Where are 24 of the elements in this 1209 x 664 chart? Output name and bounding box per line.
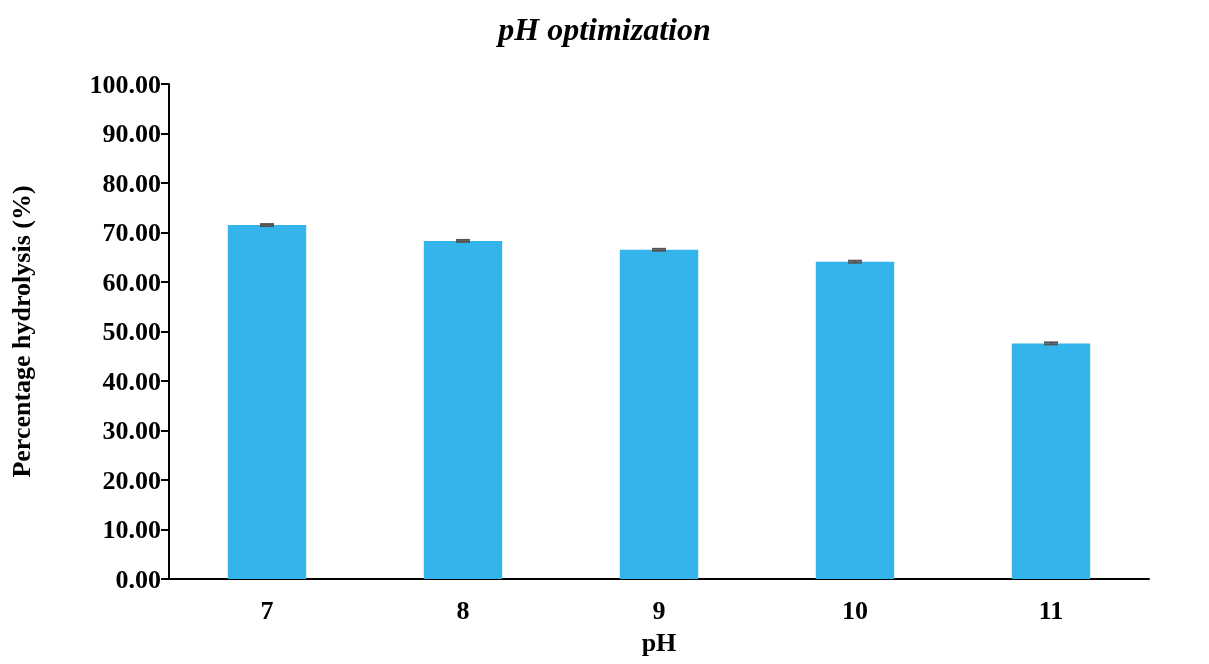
y-tick-label: 0.00	[115, 564, 161, 594]
bar	[1011, 343, 1091, 579]
bar	[227, 225, 307, 579]
bar	[423, 240, 503, 579]
x-tick-label: 11	[1038, 595, 1064, 625]
y-tick-label: 50.00	[102, 317, 161, 346]
y-tick-label: 100.00	[89, 69, 161, 99]
y-tick-label: 30.00	[102, 416, 161, 445]
x-tick-label: 10	[842, 595, 868, 625]
chart-title: pH optimization	[495, 11, 711, 47]
y-tick-label: 10.00	[102, 515, 161, 544]
bar	[619, 249, 699, 579]
y-tick-label: 70.00	[102, 218, 161, 247]
y-tick-label: 90.00	[102, 119, 161, 148]
y-tick-label: 40.00	[102, 366, 161, 396]
y-tick-label: 60.00	[102, 267, 161, 297]
x-tick-label: 9	[652, 595, 666, 625]
y-axis-title: Percentage hydrolysis (%)	[6, 185, 36, 478]
bar	[815, 261, 895, 579]
x-tick-label: 8	[456, 595, 470, 625]
x-tick-label: 7	[260, 595, 274, 625]
y-tick-label: 80.00	[102, 168, 161, 198]
x-axis-title: pH	[641, 627, 677, 657]
y-tick-label: 20.00	[102, 465, 161, 495]
